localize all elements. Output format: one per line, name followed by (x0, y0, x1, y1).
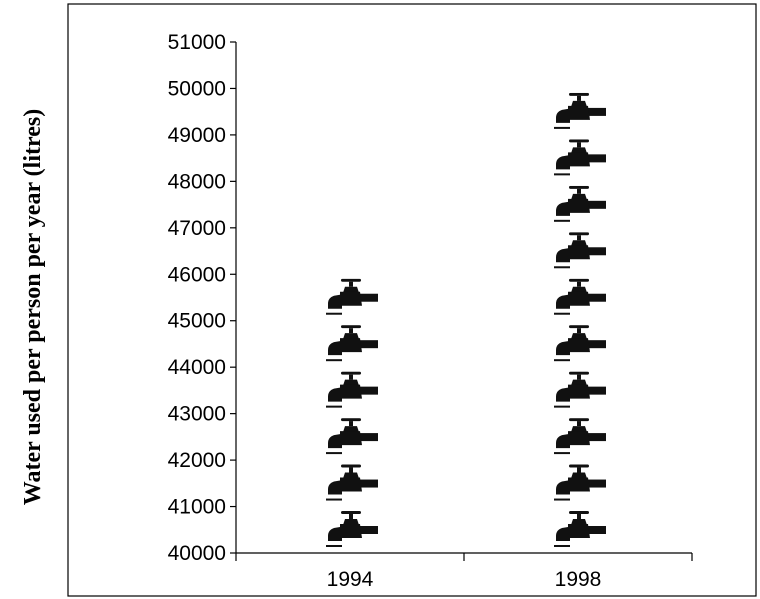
y-tick-label: 48000 (168, 170, 226, 193)
y-axis: 40000 41000 42000 43000 44000 45000 46000 47000… (168, 31, 237, 565)
y-tick-label: 40000 (168, 542, 226, 565)
x-axis: 1994 1998 (235, 552, 693, 591)
water-tap-icon (554, 139, 606, 176)
water-tap-icon (326, 418, 378, 455)
water-tap-icon (554, 511, 606, 547)
x-category-label: 1998 (555, 568, 602, 591)
water-tap-icon (554, 278, 606, 315)
water-tap-icon (554, 371, 606, 408)
water-tap-icon (554, 185, 606, 222)
y-tick-label: 45000 (168, 310, 226, 333)
water-tap-icon (554, 92, 606, 129)
y-axis-label: Water used per person per year (litres) (20, 109, 46, 505)
water-tap-icon (326, 511, 378, 547)
y-tick-label: 47000 (168, 217, 226, 240)
water-tap-icon (554, 232, 606, 269)
water-tap-icon (326, 325, 378, 362)
water-tap-icon (554, 464, 606, 501)
water-tap-icon (326, 371, 378, 408)
y-tick-label: 44000 (168, 356, 226, 379)
x-category-label: 1994 (327, 568, 374, 591)
y-tick-label: 50000 (168, 77, 226, 100)
water-tap-icon (326, 278, 378, 315)
y-tick-label: 51000 (168, 31, 226, 54)
water-tap-icon (554, 325, 606, 362)
y-tick-label: 41000 (168, 496, 226, 519)
water-tap-icon (554, 418, 606, 455)
y-tick-label: 49000 (168, 124, 226, 147)
pictograph-icons (326, 92, 606, 547)
y-tick-label: 42000 (168, 449, 226, 472)
y-tick-label: 46000 (168, 263, 226, 286)
y-tick-label: 43000 (168, 403, 226, 426)
water-tap-icon (326, 464, 378, 501)
chart-frame (67, 3, 757, 597)
